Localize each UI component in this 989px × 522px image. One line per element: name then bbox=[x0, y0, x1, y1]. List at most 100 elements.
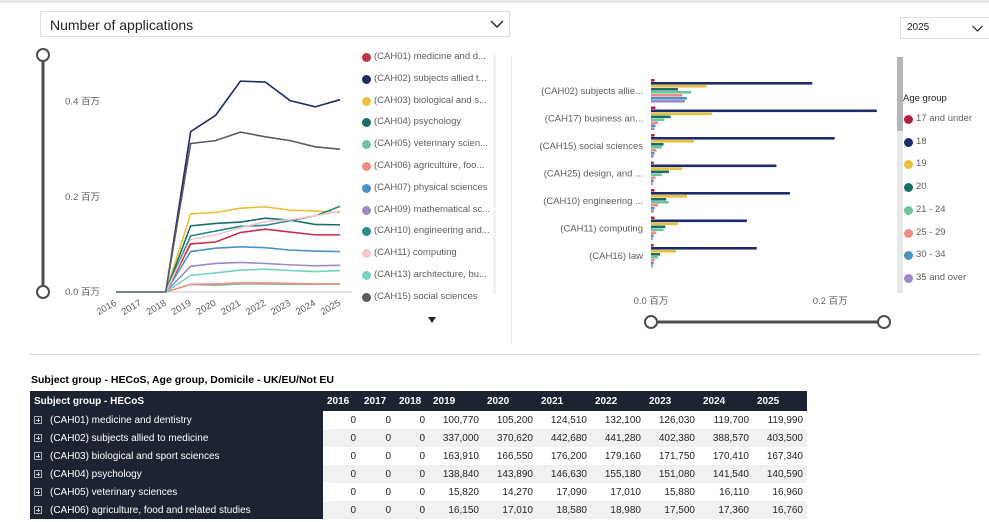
bar[interactable] bbox=[651, 231, 657, 235]
bar[interactable] bbox=[651, 100, 686, 103]
column-header-year[interactable]: 2017 bbox=[360, 391, 395, 411]
bar[interactable] bbox=[651, 85, 707, 88]
bar[interactable] bbox=[651, 237, 653, 241]
bar[interactable] bbox=[651, 149, 657, 152]
bar[interactable] bbox=[651, 82, 813, 85]
bar[interactable] bbox=[651, 222, 678, 226]
slider-handle-top[interactable] bbox=[36, 48, 50, 62]
slider-handle-left[interactable] bbox=[644, 315, 658, 329]
bar[interactable] bbox=[651, 265, 653, 268]
bar[interactable] bbox=[651, 112, 712, 116]
series-line[interactable] bbox=[116, 80, 341, 293]
bar[interactable] bbox=[651, 170, 669, 174]
row-header[interactable]: (CAH06) agriculture, food and related st… bbox=[30, 501, 323, 519]
bar[interactable] bbox=[651, 152, 655, 155]
bar[interactable] bbox=[651, 79, 655, 82]
bar[interactable] bbox=[651, 253, 660, 256]
bar[interactable] bbox=[651, 167, 683, 171]
column-header-year[interactable]: 2016 bbox=[323, 391, 360, 411]
bar[interactable] bbox=[651, 256, 659, 259]
bar[interactable] bbox=[651, 118, 665, 122]
bar[interactable] bbox=[651, 207, 655, 210]
slider-handle-bottom[interactable] bbox=[36, 285, 50, 299]
bar[interactable] bbox=[651, 115, 671, 119]
series-line[interactable] bbox=[116, 131, 341, 293]
expand-icon[interactable] bbox=[34, 415, 42, 424]
bar[interactable] bbox=[651, 250, 677, 253]
column-header-year[interactable]: 2019 bbox=[429, 391, 483, 411]
series-line[interactable] bbox=[116, 283, 341, 293]
bar[interactable] bbox=[651, 143, 664, 146]
bar[interactable] bbox=[651, 91, 692, 94]
bar[interactable] bbox=[651, 164, 777, 168]
row-header[interactable]: (CAH04) psychology bbox=[30, 465, 323, 483]
caret-down-icon[interactable] bbox=[427, 316, 437, 324]
bar[interactable] bbox=[651, 146, 662, 149]
bar[interactable] bbox=[651, 216, 655, 220]
column-header-year[interactable]: 2023 bbox=[645, 391, 699, 411]
scrollbar-thumb[interactable] bbox=[897, 57, 903, 131]
year-dropdown[interactable]: 2025 bbox=[900, 17, 989, 39]
column-header-year[interactable]: 2020 bbox=[483, 391, 537, 411]
bar[interactable] bbox=[651, 244, 654, 247]
bar[interactable] bbox=[651, 234, 654, 238]
bar[interactable] bbox=[651, 198, 667, 201]
column-header-year[interactable]: 2018 bbox=[395, 391, 429, 411]
expand-icon[interactable] bbox=[34, 433, 42, 442]
column-header-subject[interactable]: Subject group - HECoS bbox=[30, 391, 323, 411]
expand-icon[interactable] bbox=[34, 487, 42, 496]
row-header[interactable]: (CAH01) medicine and dentistry bbox=[30, 411, 323, 429]
bar[interactable] bbox=[651, 109, 877, 113]
bar[interactable] bbox=[651, 88, 678, 91]
bar[interactable] bbox=[651, 210, 654, 213]
x-axis-range-slider[interactable] bbox=[644, 315, 891, 329]
bar[interactable] bbox=[651, 219, 747, 223]
row-header[interactable]: (CAH02) subjects allied to medicine bbox=[30, 429, 323, 447]
legend-scrollbar[interactable] bbox=[493, 55, 496, 295]
bar[interactable] bbox=[651, 155, 654, 158]
series-line[interactable] bbox=[116, 205, 341, 293]
bar[interactable] bbox=[651, 262, 654, 265]
bar[interactable] bbox=[651, 182, 653, 186]
series-line[interactable] bbox=[116, 228, 340, 293]
bar[interactable] bbox=[651, 127, 655, 131]
bar[interactable] bbox=[651, 195, 687, 198]
expand-icon[interactable] bbox=[34, 469, 42, 478]
bar[interactable] bbox=[651, 94, 683, 97]
bar[interactable] bbox=[651, 140, 695, 143]
expand-icon[interactable] bbox=[34, 451, 42, 460]
bar[interactable] bbox=[651, 176, 656, 180]
year-dropdown-value: 2025 bbox=[907, 22, 930, 33]
series-line[interactable] bbox=[116, 268, 341, 293]
bar[interactable] bbox=[651, 189, 655, 192]
series-line[interactable] bbox=[116, 261, 341, 293]
row-header[interactable]: (CAH05) veterinary sciences bbox=[30, 483, 323, 501]
slider-handle-right[interactable] bbox=[877, 315, 891, 329]
series-line[interactable] bbox=[116, 205, 341, 293]
bar[interactable] bbox=[651, 179, 654, 183]
column-header-year[interactable]: 2021 bbox=[537, 391, 591, 411]
row-header[interactable]: (CAH03) biological and sport sciences bbox=[30, 447, 323, 465]
measure-dropdown[interactable]: Number of applications bbox=[40, 11, 510, 37]
bar[interactable] bbox=[651, 106, 656, 110]
bar[interactable] bbox=[651, 121, 659, 125]
bar[interactable] bbox=[651, 97, 687, 100]
bar[interactable] bbox=[651, 228, 664, 232]
bar[interactable] bbox=[651, 192, 790, 195]
bar[interactable] bbox=[651, 225, 666, 229]
bar[interactable] bbox=[651, 137, 835, 140]
bar[interactable] bbox=[651, 124, 656, 128]
bar[interactable] bbox=[651, 134, 655, 137]
bar[interactable] bbox=[651, 247, 757, 250]
column-header-year[interactable]: 2025 bbox=[753, 391, 807, 411]
expand-icon[interactable] bbox=[34, 505, 42, 514]
legend-scrollbar[interactable] bbox=[897, 57, 903, 293]
column-header-year[interactable]: 2022 bbox=[591, 391, 645, 411]
column-header-year[interactable]: 2024 bbox=[699, 391, 753, 411]
bar[interactable] bbox=[651, 204, 659, 207]
bar[interactable] bbox=[651, 201, 669, 204]
bar[interactable] bbox=[651, 173, 662, 177]
y-axis-range-slider[interactable] bbox=[36, 48, 50, 299]
bar[interactable] bbox=[651, 259, 655, 262]
bar[interactable] bbox=[651, 161, 654, 165]
